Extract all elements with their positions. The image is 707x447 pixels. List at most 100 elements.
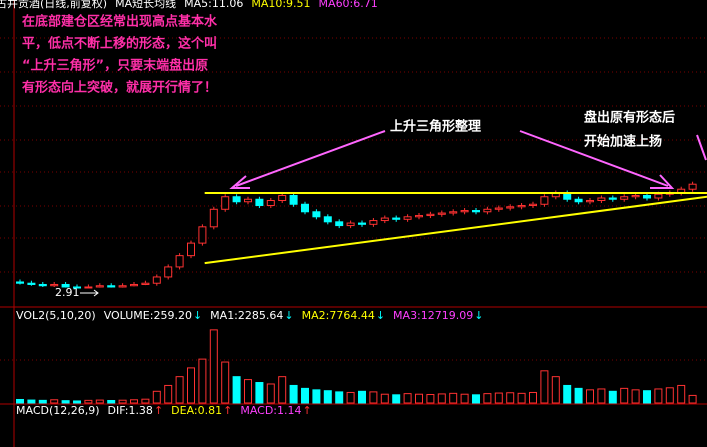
volume-bar <box>643 390 651 404</box>
volume-bar <box>437 393 446 404</box>
volume-bar <box>61 400 70 404</box>
note-line: “上升三角形”，只要末端盘出原 <box>22 58 208 74</box>
legend-item: DEA:0.81 <box>171 404 222 417</box>
volume-bar <box>244 379 252 404</box>
volume-bar <box>517 392 526 404</box>
candle-body <box>152 276 161 284</box>
volume-bar <box>232 376 241 404</box>
candle-body <box>84 286 93 289</box>
trendline <box>204 195 707 265</box>
volume-bar <box>301 387 309 404</box>
arrows <box>229 130 707 189</box>
volume-bar <box>529 391 537 404</box>
candle-body <box>301 203 309 213</box>
candle-body <box>95 285 104 288</box>
candle-body <box>346 222 355 227</box>
volume-bar <box>118 399 127 404</box>
legend-item: VOL2(5,10,20) <box>16 309 96 322</box>
volume-bar <box>27 399 36 404</box>
volume-bar <box>130 399 138 404</box>
legend-arrow: ↑ <box>223 404 232 417</box>
arrowhead <box>93 289 99 297</box>
arrow <box>696 134 707 161</box>
volume-bar <box>460 393 469 404</box>
legend-item: MA1:2285.64 <box>210 309 283 322</box>
candle-body <box>244 198 252 203</box>
volume-bar <box>175 376 184 404</box>
candle-body <box>323 216 332 223</box>
volume-bar <box>597 388 606 404</box>
legend: MACD(12,26,9) DIF:1.38 ↑ DEA:0.81 ↑ MACD:1.14… <box>16 404 312 417</box>
volume-bar <box>654 388 663 404</box>
volume-bar <box>494 392 503 404</box>
pattern-label: 上升三角形整理 <box>390 119 481 135</box>
volume-bar <box>540 370 549 404</box>
legend-arrow: ↓ <box>376 309 385 322</box>
candle-body <box>688 183 697 190</box>
candle-body <box>107 285 116 288</box>
legend-item: MACD:1.14 <box>240 404 301 417</box>
candle-body <box>586 200 594 203</box>
volume-bar <box>506 392 515 404</box>
volume-bar <box>209 329 218 404</box>
candle-body <box>494 207 503 210</box>
candle-body <box>16 281 24 284</box>
candle-body <box>73 286 81 289</box>
volume-bar <box>665 387 674 404</box>
volume-bar <box>107 400 116 404</box>
volume-bar <box>221 361 230 404</box>
volume-bar <box>403 393 412 404</box>
volume-bar <box>358 390 366 404</box>
legend-arrow: ↓ <box>474 309 483 322</box>
volume-bar <box>187 367 195 404</box>
volume-bar <box>255 382 264 404</box>
candle-body <box>50 283 59 287</box>
candle-body <box>540 196 549 205</box>
candle-body <box>141 282 150 285</box>
volume-bar <box>164 384 173 404</box>
legend-arrow: ↓ <box>193 309 202 322</box>
volume-bar <box>346 391 355 404</box>
volume-bar <box>50 399 59 404</box>
candle-body <box>187 242 195 257</box>
candle-body <box>392 217 401 220</box>
volume-bar <box>392 394 401 404</box>
volume-bar <box>141 398 150 404</box>
low-arrow <box>80 289 99 297</box>
legend-arrow: ↑ <box>154 404 163 417</box>
candle-body <box>631 194 640 198</box>
volume-bar <box>677 384 686 404</box>
candle-body <box>426 213 435 217</box>
candle-body <box>597 197 606 202</box>
candle-body <box>608 197 617 200</box>
candle-body <box>130 283 138 287</box>
candle-body <box>403 216 412 220</box>
volume-bar <box>38 399 47 404</box>
volume-bar <box>380 393 389 404</box>
legend-arrow: ↓ <box>284 309 293 322</box>
candle-body <box>335 221 344 227</box>
legend-arrow: ↑ <box>303 404 312 417</box>
volume-bar <box>688 394 697 404</box>
volume-bar <box>608 390 617 404</box>
legend-item: MA60:6.71 <box>319 0 378 10</box>
candle-body <box>255 198 264 207</box>
arrowhead <box>650 174 675 189</box>
volume-bar <box>369 391 378 404</box>
candle-body <box>654 193 663 199</box>
volume-bar <box>278 376 287 404</box>
note-line: 平，低点不断上移的形态，这个叫 <box>22 36 217 52</box>
candle-body <box>278 194 287 202</box>
candle-body <box>506 206 515 209</box>
arrowhead <box>229 175 250 189</box>
candle-body <box>415 215 423 218</box>
volume-bar <box>198 358 207 404</box>
volume-bar <box>483 393 492 404</box>
candle-body <box>643 194 651 199</box>
volume-bar <box>95 399 104 404</box>
volume-bar <box>323 390 332 404</box>
low-label: 2.91 <box>55 286 80 299</box>
candle-body <box>198 226 207 244</box>
breakout-label: 盘出原有形态后 <box>584 110 675 126</box>
volume-bar <box>586 389 594 404</box>
